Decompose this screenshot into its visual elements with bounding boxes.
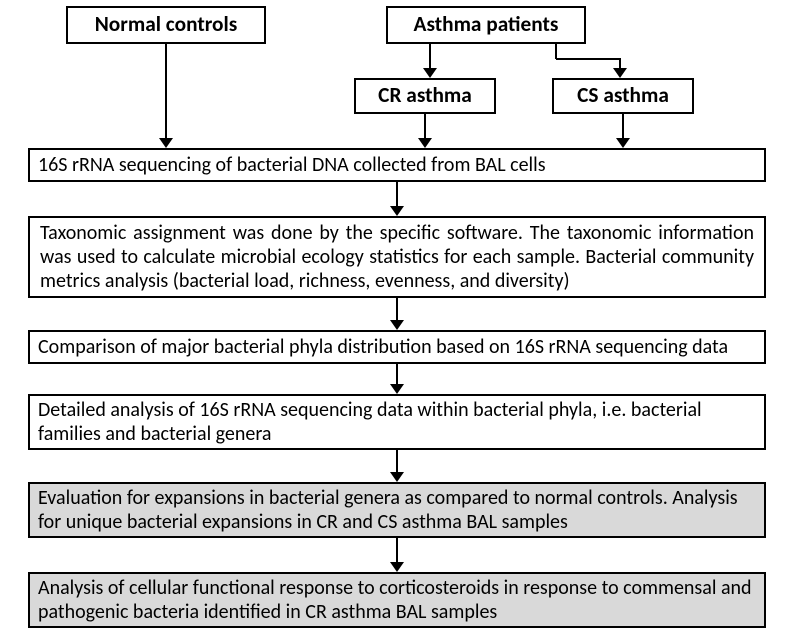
box-normal_controls: Normal controls	[66, 6, 266, 44]
box-cr_asthma: CR asthma	[354, 78, 496, 114]
box-step5: Evaluation for expansions in bacterial g…	[28, 482, 766, 538]
arrow	[556, 58, 621, 60]
box-step3: Comparison of major bacterial phyla dist…	[28, 330, 766, 364]
box-asthma_patients: Asthma patients	[386, 6, 586, 44]
box-step6: Analysis of cellular functional response…	[28, 572, 766, 628]
box-cs_asthma: CS asthma	[552, 78, 694, 114]
flowchart-stage: Normal controls Asthma patients CR asthma C…	[0, 0, 793, 636]
box-step1: 16S rRNA sequencing of bacterial DNA col…	[28, 148, 766, 182]
box-step4: Detailed analysis of 16S rRNA sequencing…	[28, 394, 766, 450]
box-step2: Taxonomic assignment was done by the spe…	[28, 216, 766, 298]
arrow	[555, 44, 557, 59]
